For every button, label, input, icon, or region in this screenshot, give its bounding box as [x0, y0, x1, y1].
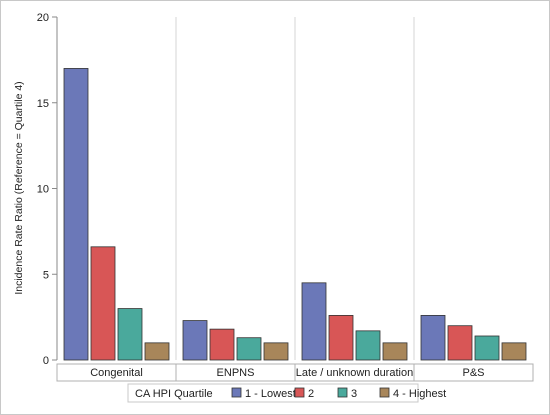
bar — [236, 337, 262, 361]
legend-label: 3 — [351, 388, 357, 400]
legend-swatch — [379, 387, 390, 398]
category-label: ENPNS — [217, 367, 255, 379]
legend-label: 4 - Highest — [393, 388, 446, 400]
bar — [447, 325, 473, 361]
bar — [301, 282, 327, 361]
bar — [420, 315, 446, 361]
bar — [382, 342, 408, 361]
bar — [209, 328, 235, 361]
legend-label: 2 — [308, 388, 314, 400]
category-label: P&S — [462, 367, 484, 379]
legend-swatch — [337, 387, 348, 398]
bar — [182, 320, 208, 361]
legend: CA HPI Quartile 1 - Lowest 2 3 4 - Highest — [127, 383, 446, 403]
bar — [355, 330, 381, 361]
bar — [117, 308, 143, 361]
bars — [63, 68, 527, 361]
y-tick-label: 15 — [37, 98, 49, 110]
y-axis-title: Incidence Rate Ratio (Reference = Quarti… — [13, 81, 25, 294]
bar — [90, 246, 116, 361]
legend-swatch — [231, 387, 242, 398]
legend-title: CA HPI Quartile — [135, 388, 213, 400]
bar — [144, 342, 170, 361]
y-tick-label: 0 — [43, 355, 49, 367]
legend-swatch — [294, 387, 305, 398]
y-tick-label: 20 — [37, 12, 49, 24]
category-label: Congenital — [90, 367, 143, 379]
y-tick-label: 5 — [43, 269, 49, 281]
category-panels: Congenital ENPNS Late / unknown duration P&… — [56, 17, 534, 382]
bar — [328, 315, 354, 361]
category-panel — [413, 363, 534, 382]
category-label: Late / unknown duration — [296, 367, 413, 379]
bar — [474, 335, 500, 361]
bar — [501, 342, 527, 361]
bar — [263, 342, 289, 361]
y-ticks: 0 5 10 15 20 — [37, 12, 57, 367]
legend-label: 1 - Lowest — [245, 388, 296, 400]
bar — [63, 68, 89, 361]
y-tick-label: 10 — [37, 184, 49, 196]
